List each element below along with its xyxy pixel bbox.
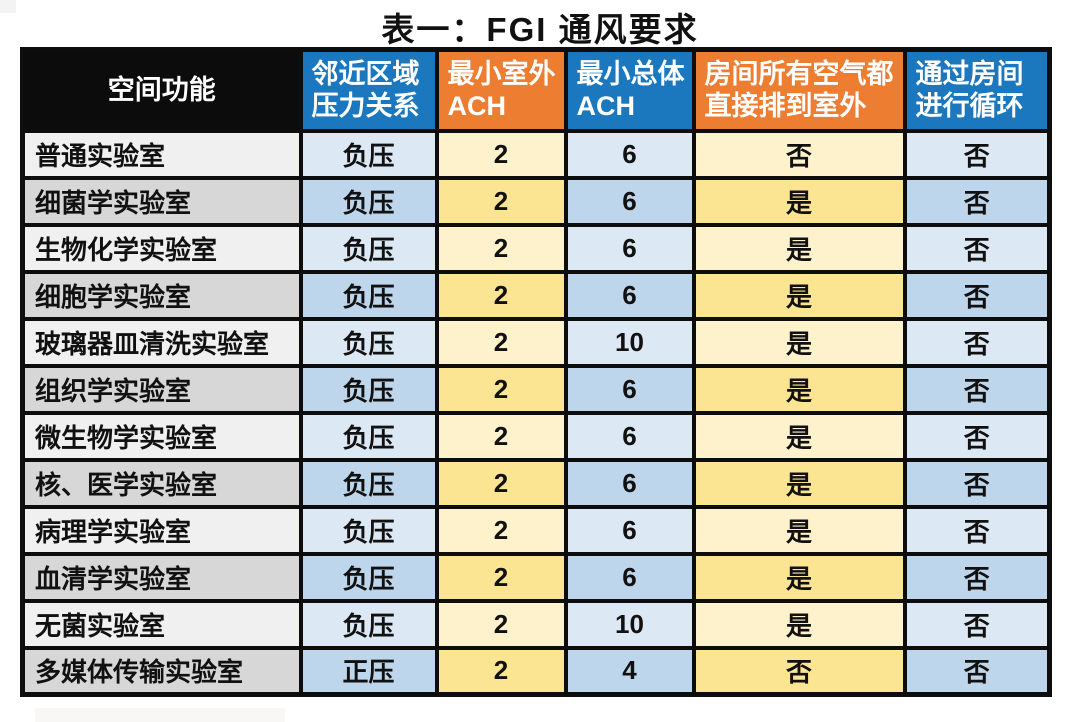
column-header-min_outdoor_ach: 最小室外 ACH — [434, 47, 568, 133]
cell-name: 生物化学实验室 — [20, 222, 303, 274]
table-header: 空间功能 邻近区域 压力关系 最小室外 ACH 最小总体 ACH 房间所有空气都 直接排… — [20, 47, 1052, 133]
cell-pressure: 正压 — [298, 645, 439, 697]
cell-min_total_ach: 6 — [563, 269, 696, 321]
cell-min_total_ach: 4 — [563, 645, 696, 697]
cell-name: 玻璃器皿清洗实验室 — [20, 316, 303, 368]
cell-min_total_ach: 6 — [563, 222, 696, 274]
cell-pressure: 负压 — [298, 410, 439, 462]
column-header-pressure: 邻近区域 压力关系 — [298, 47, 439, 133]
cell-min_outdoor_ach: 2 — [434, 645, 568, 697]
cell-recirculate: 否 — [902, 598, 1052, 650]
cell-name: 无菌实验室 — [20, 598, 303, 650]
cell-exhaust_outdoor: 是 — [691, 269, 907, 321]
cell-pressure: 负压 — [298, 175, 439, 227]
cell-name: 普通实验室 — [20, 128, 303, 180]
cell-recirculate: 否 — [902, 269, 1052, 321]
table-row: 多媒体传输实验室 正压 2 4 否否 — [20, 645, 1052, 697]
cell-min_outdoor_ach: 2 — [434, 363, 568, 415]
cell-recirculate: 否 — [902, 457, 1052, 509]
cell-name: 组织学实验室 — [20, 363, 303, 415]
cell-name: 细胞学实验室 — [20, 269, 303, 321]
table-row: 普通实验室 负压 2 6 否否 — [20, 128, 1052, 180]
cell-recirculate: 否 — [902, 410, 1052, 462]
cell-min_outdoor_ach: 2 — [434, 598, 568, 650]
cell-pressure: 负压 — [298, 316, 439, 368]
table-row: 细菌学实验室 负压 2 6 是否 — [20, 175, 1052, 227]
table-row: 核、医学实验室 负压 2 6 是否 — [20, 457, 1052, 509]
cell-pressure: 负压 — [298, 128, 439, 180]
cell-recirculate: 否 — [902, 504, 1052, 556]
table-row: 微生物学实验室 负压 2 6 是否 — [20, 410, 1052, 462]
cell-exhaust_outdoor: 是 — [691, 410, 907, 462]
cell-exhaust_outdoor: 否 — [691, 645, 907, 697]
ventilation-table: 空间功能 邻近区域 压力关系 最小室外 ACH 最小总体 ACH 房间所有空气都 直接排… — [20, 47, 1052, 697]
cell-exhaust_outdoor: 是 — [691, 175, 907, 227]
column-header-min_total_ach: 最小总体 ACH — [563, 47, 696, 133]
cell-min_outdoor_ach: 2 — [434, 551, 568, 603]
cell-pressure: 负压 — [298, 551, 439, 603]
table-row: 血清学实验室 负压 2 6 是否 — [20, 551, 1052, 603]
cell-min_outdoor_ach: 2 — [434, 222, 568, 274]
cell-recirculate: 否 — [902, 222, 1052, 274]
column-header-recirculate: 通过房间 进行循环 — [902, 47, 1052, 133]
cell-name: 细菌学实验室 — [20, 175, 303, 227]
cell-exhaust_outdoor: 是 — [691, 551, 907, 603]
cell-min_total_ach: 6 — [563, 175, 696, 227]
cell-exhaust_outdoor: 否 — [691, 128, 907, 180]
cell-pressure: 负压 — [298, 222, 439, 274]
table-row: 细胞学实验室 负压 2 6 是否 — [20, 269, 1052, 321]
cell-min_total_ach: 6 — [563, 504, 696, 556]
bottom-artifact — [35, 708, 285, 722]
cell-exhaust_outdoor: 是 — [691, 504, 907, 556]
cell-recirculate: 否 — [902, 316, 1052, 368]
cell-recirculate: 否 — [902, 551, 1052, 603]
cell-exhaust_outdoor: 是 — [691, 363, 907, 415]
table-row: 生物化学实验室 负压 2 6 是否 — [20, 222, 1052, 274]
cell-pressure: 负压 — [298, 363, 439, 415]
cell-name: 病理学实验室 — [20, 504, 303, 556]
cell-min_total_ach: 10 — [563, 598, 696, 650]
cell-recirculate: 否 — [902, 645, 1052, 697]
table-title: 表一：FGI 通风要求 — [381, 11, 699, 48]
cell-min_total_ach: 10 — [563, 316, 696, 368]
table-row: 病理学实验室 负压 2 6 是否 — [20, 504, 1052, 556]
cell-recirculate: 否 — [902, 128, 1052, 180]
cell-recirculate: 否 — [902, 363, 1052, 415]
cell-min_outdoor_ach: 2 — [434, 457, 568, 509]
cell-min_outdoor_ach: 2 — [434, 504, 568, 556]
cell-min_total_ach: 6 — [563, 410, 696, 462]
cell-pressure: 负压 — [298, 598, 439, 650]
corner-artifact — [0, 0, 16, 13]
cell-min_total_ach: 6 — [563, 363, 696, 415]
cell-recirculate: 否 — [902, 175, 1052, 227]
cell-name: 多媒体传输实验室 — [20, 645, 303, 697]
cell-min_total_ach: 6 — [563, 551, 696, 603]
column-header-exhaust_outdoor: 房间所有空气都 直接排到室外 — [691, 47, 907, 133]
cell-min_outdoor_ach: 2 — [434, 410, 568, 462]
cell-name: 微生物学实验室 — [20, 410, 303, 462]
cell-exhaust_outdoor: 是 — [691, 598, 907, 650]
cell-min_outdoor_ach: 2 — [434, 128, 568, 180]
table-row: 无菌实验室 负压 2 10 是否 — [20, 598, 1052, 650]
cell-min_total_ach: 6 — [563, 128, 696, 180]
cell-min_total_ach: 6 — [563, 457, 696, 509]
cell-exhaust_outdoor: 是 — [691, 222, 907, 274]
cell-pressure: 负压 — [298, 504, 439, 556]
column-header-name: 空间功能 — [20, 47, 303, 133]
cell-pressure: 负压 — [298, 457, 439, 509]
cell-name: 血清学实验室 — [20, 551, 303, 603]
table-row: 组织学实验室 负压 2 6 是否 — [20, 363, 1052, 415]
table-row: 玻璃器皿清洗实验室 负压 2 10 是否 — [20, 316, 1052, 368]
cell-exhaust_outdoor: 是 — [691, 457, 907, 509]
cell-min_outdoor_ach: 2 — [434, 269, 568, 321]
cell-min_outdoor_ach: 2 — [434, 316, 568, 368]
cell-pressure: 负压 — [298, 269, 439, 321]
cell-min_outdoor_ach: 2 — [434, 175, 568, 227]
cell-exhaust_outdoor: 是 — [691, 316, 907, 368]
cell-name: 核、医学实验室 — [20, 457, 303, 509]
